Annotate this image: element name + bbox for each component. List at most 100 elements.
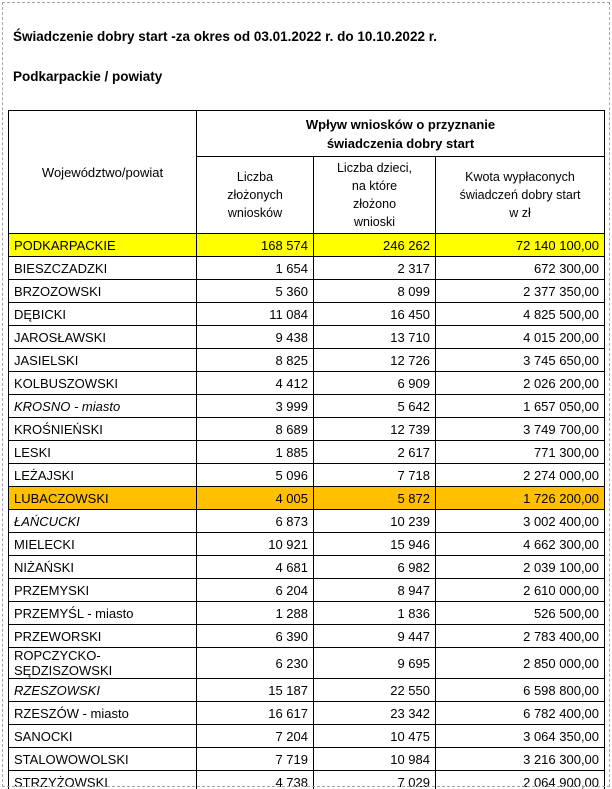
region-name-cell: RZESZOWSKI — [8, 678, 197, 702]
applications-cell: 6 390 — [196, 624, 314, 648]
applications-cell: 1 885 — [196, 440, 314, 464]
amount-cell: 4 825 500,00 — [434, 302, 606, 326]
amount-cell: 771 300,00 — [434, 440, 606, 464]
amount-cell: 2 377 350,00 — [434, 279, 606, 303]
children-cell: 5 872 — [313, 486, 436, 510]
amount-cell: 2 274 000,00 — [434, 463, 606, 487]
table-row: LESKI 1 885 2 617 771 300,00 — [8, 440, 606, 464]
children-cell: 2 317 — [313, 256, 436, 280]
applications-cell: 1 654 — [196, 256, 314, 280]
children-cell: 6 982 — [313, 555, 436, 579]
region-name-cell: ROPCZYCKO-SĘDZISZOWSKI — [8, 647, 197, 679]
table-row: SANOCKI 7 204 10 475 3 064 350,00 — [8, 724, 606, 748]
applications-cell: 1 288 — [196, 601, 314, 625]
region-name-cell: MIELECKI — [8, 532, 197, 556]
region-name-cell: KOLBUSZOWSKI — [8, 371, 197, 395]
children-cell: 1 836 — [313, 601, 436, 625]
children-cell: 16 450 — [313, 302, 436, 326]
region-name-cell: KROSNO - miasto — [8, 394, 197, 418]
region-name-cell: PRZEWORSKI — [8, 624, 197, 648]
table-row: PRZEWORSKI 6 390 9 447 2 783 400,00 — [8, 624, 606, 648]
amount-cell: 6 598 800,00 — [434, 678, 606, 702]
children-cell: 9 447 — [313, 624, 436, 648]
amount-cell: 2 039 100,00 — [434, 555, 606, 579]
region-name-cell: JAROSŁAWSKI — [8, 325, 197, 349]
region-name-cell: LESKI — [8, 440, 197, 464]
table-row: KROSNO - miasto 3 999 5 642 1 657 050,00 — [8, 394, 606, 418]
applications-cell: 10 921 — [196, 532, 314, 556]
column-header-children: Liczba dzieci, na które złożono wnioski — [313, 156, 436, 234]
children-cell: 22 550 — [313, 678, 436, 702]
region-name-cell: SANOCKI — [8, 724, 197, 748]
table-row: STRZYŻOWSKI 4 738 7 029 2 064 900,00 — [8, 770, 606, 789]
group-header: Wpływ wniosków o przyznanie świadczenia … — [195, 110, 606, 157]
applications-cell: 6 230 — [196, 647, 314, 679]
children-cell: 10 239 — [313, 509, 436, 533]
amount-cell: 3 002 400,00 — [434, 509, 606, 533]
applications-cell: 15 187 — [196, 678, 314, 702]
table-row: ROPCZYCKO-SĘDZISZOWSKI 6 230 9 695 2 850… — [8, 647, 606, 679]
table-row: KOLBUSZOWSKI 4 412 6 909 2 026 200,00 — [8, 371, 606, 395]
children-cell: 10 475 — [313, 724, 436, 748]
amount-cell: 3 745 650,00 — [434, 348, 606, 372]
applications-cell: 7 719 — [196, 747, 314, 771]
table-row: PODKARPACKIE 168 574 246 262 72 140 100,… — [8, 233, 606, 257]
applications-cell: 8 689 — [196, 417, 314, 441]
children-cell: 9 695 — [313, 647, 436, 679]
amount-cell: 3 064 350,00 — [434, 724, 606, 748]
children-cell: 12 739 — [313, 417, 436, 441]
children-cell: 7 029 — [313, 770, 436, 789]
applications-cell: 4 681 — [196, 555, 314, 579]
table-row: BRZOZOWSKI 5 360 8 099 2 377 350,00 — [8, 279, 606, 303]
table-row: LEŻAJSKI 5 096 7 718 2 274 000,00 — [8, 463, 606, 487]
children-cell: 15 946 — [313, 532, 436, 556]
table-row: RZESZOWSKI 15 187 22 550 6 598 800,00 — [8, 678, 606, 702]
applications-cell: 7 204 — [196, 724, 314, 748]
region-name-cell: BIESZCZADZKI — [8, 256, 197, 280]
amount-cell: 3 749 700,00 — [434, 417, 606, 441]
table-row: NIŻAŃSKI 4 681 6 982 2 039 100,00 — [8, 555, 606, 579]
region-name-cell: PRZEMYŚL - miasto — [8, 601, 197, 625]
children-cell: 13 710 — [313, 325, 436, 349]
column-header-region: Województwo/powiat — [8, 110, 197, 234]
children-cell: 7 718 — [313, 463, 436, 487]
applications-cell: 6 204 — [196, 578, 314, 602]
table-row: PRZEMYŚL - miasto 1 288 1 836 526 500,00 — [8, 601, 606, 625]
children-cell: 12 726 — [313, 348, 436, 372]
region-name-cell: PRZEMYSKI — [8, 578, 197, 602]
applications-cell: 8 825 — [196, 348, 314, 372]
title-line-region: Podkarpackie / powiaty — [13, 69, 163, 84]
children-cell: 8 947 — [313, 578, 436, 602]
amount-cell: 1 726 200,00 — [434, 486, 606, 510]
column-header-applications: Liczba złożonych wniosków — [196, 156, 314, 234]
region-name-cell: NIŻAŃSKI — [8, 555, 197, 579]
region-name-cell: RZESZÓW - miasto — [8, 701, 197, 725]
applications-cell: 4 005 — [196, 486, 314, 510]
amount-cell: 4 662 300,00 — [434, 532, 606, 556]
column-header-amount: Kwota wypłaconych świadczeń dobry start … — [434, 156, 606, 234]
benefits-table: Województwo/powiat Wpływ wniosków o przy… — [8, 110, 606, 789]
amount-cell: 526 500,00 — [434, 601, 606, 625]
table-row: PRZEMYSKI 6 204 8 947 2 610 000,00 — [8, 578, 606, 602]
children-cell: 10 984 — [313, 747, 436, 771]
applications-cell: 3 999 — [196, 394, 314, 418]
children-cell: 8 099 — [313, 279, 436, 303]
region-name-cell: LUBACZOWSKI — [8, 486, 197, 510]
applications-cell: 5 096 — [196, 463, 314, 487]
amount-cell: 2 026 200,00 — [434, 371, 606, 395]
table-row: JASIELSKI 8 825 12 726 3 745 650,00 — [8, 348, 606, 372]
region-name-cell: BRZOZOWSKI — [8, 279, 197, 303]
applications-cell: 168 574 — [196, 233, 314, 257]
applications-cell: 11 084 — [196, 302, 314, 326]
table-row: DĘBICKI 11 084 16 450 4 825 500,00 — [8, 302, 606, 326]
amount-cell: 2 850 000,00 — [434, 647, 606, 679]
table-row: LUBACZOWSKI 4 005 5 872 1 726 200,00 — [8, 486, 606, 510]
amount-cell: 6 782 400,00 — [434, 701, 606, 725]
region-name-cell: PODKARPACKIE — [8, 233, 197, 257]
children-cell: 2 617 — [313, 440, 436, 464]
report-title: Świadczenie dobry start -za okres od 03.… — [0, 0, 612, 107]
region-name-cell: STALOWOWOLSKI — [8, 747, 197, 771]
title-line-period: Świadczenie dobry start -za okres od 03.… — [13, 29, 437, 44]
table-row: BIESZCZADZKI 1 654 2 317 672 300,00 — [8, 256, 606, 280]
